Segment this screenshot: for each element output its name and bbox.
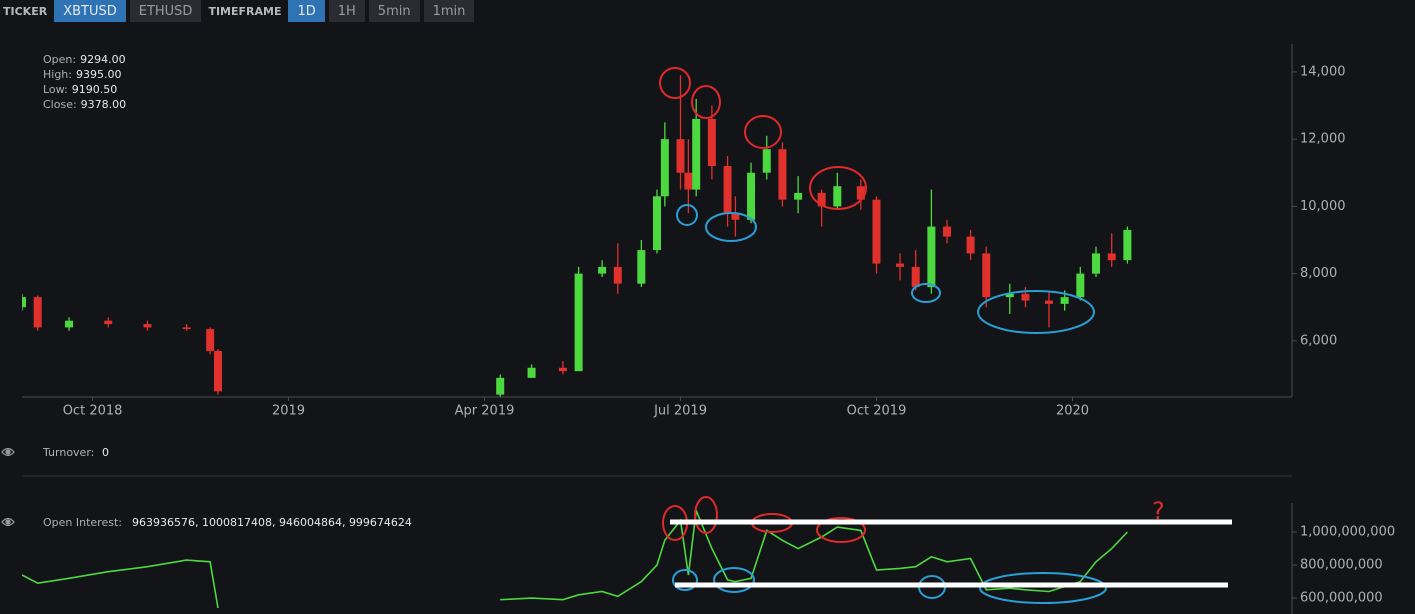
candle-body <box>676 139 685 173</box>
candle-body <box>527 367 536 378</box>
candle-body <box>747 172 756 220</box>
candle-body <box>684 172 693 190</box>
candle-body <box>1107 253 1116 261</box>
candle-body <box>598 266 607 274</box>
y-tick-label: 1,000,000,000 <box>1300 525 1395 540</box>
candle-body <box>872 199 881 264</box>
candle-body <box>1076 273 1085 298</box>
ticker-button[interactable]: ETHUSD <box>129 0 202 22</box>
ohlc-label: Close: <box>43 98 77 111</box>
y-tick-label: 6,000 <box>1300 333 1337 348</box>
timeframe-button[interactable]: 1min <box>423 0 475 22</box>
candle-body <box>943 226 952 237</box>
candle-body <box>213 350 222 392</box>
y-tick-label: 10,000 <box>1300 199 1346 214</box>
y-tick-label: 12,000 <box>1300 132 1346 147</box>
candle-body <box>731 213 740 220</box>
candle-body <box>496 377 505 395</box>
drawn-annotations <box>659 67 1232 604</box>
candle-body <box>104 320 113 325</box>
ohlc-legend: Open: 9294.00 High: 9395.00 Low: 9190.50 Close… <box>43 53 126 111</box>
ohlc-value: 9190.50 <box>72 83 118 96</box>
oi-values: 963936576, 1000817408, 946004864, 999674… <box>132 516 412 529</box>
candle-body <box>1044 300 1053 304</box>
y-tick-label: 800,000,000 <box>1300 558 1383 573</box>
x-tick-label: Apr 2019 <box>455 404 515 419</box>
candle-body <box>856 186 865 200</box>
eye-icon[interactable] <box>1 447 15 457</box>
candle-body <box>817 192 826 207</box>
candle-body <box>143 324 152 328</box>
x-tick-label: 2020 <box>1056 404 1089 419</box>
y-tick-label: 8,000 <box>1300 266 1337 281</box>
candle-body <box>65 320 74 328</box>
ticker-button[interactable]: XBTUSD <box>54 0 126 22</box>
x-tick-label: Jul 2019 <box>653 404 707 419</box>
ohlc-item: Close: 9378.00 <box>43 98 126 111</box>
candle-body <box>982 253 991 298</box>
oi-legend: Open Interest: 963936576, 1000817408, 94… <box>43 516 412 529</box>
candle-body <box>574 273 583 372</box>
annotation: ? <box>1152 497 1165 525</box>
candle-body <box>778 149 787 200</box>
candle-body <box>911 266 920 288</box>
timeframe-button[interactable]: 1H <box>328 0 365 22</box>
ohlc-value: 9294.00 <box>80 53 126 66</box>
turnover-label: Turnover: <box>42 446 94 459</box>
candle-body <box>1092 253 1101 274</box>
x-tick-label: Oct 2019 <box>847 404 907 419</box>
ticker-label: TICKER <box>3 4 48 18</box>
open-interest-plot <box>22 507 1128 609</box>
oi-label: Open Interest: <box>43 516 122 529</box>
timeframe-button[interactable]: 5min <box>368 0 420 22</box>
candle-body <box>1005 293 1014 298</box>
candle-body <box>1123 229 1132 261</box>
candle-body <box>206 329 215 351</box>
candle-body <box>692 118 701 190</box>
candle-body <box>1060 297 1069 304</box>
candle-body <box>660 139 669 197</box>
ohlc-value: 9395.00 <box>76 68 122 81</box>
ohlc-item: Low: 9190.50 <box>43 83 117 96</box>
candle-body <box>558 367 567 372</box>
candle-body <box>762 149 771 173</box>
ohlc-item: Open: 9294.00 <box>43 53 126 66</box>
ohlc-item: High: 9395.00 <box>43 68 122 81</box>
timeframe-label: TIMEFRAME <box>208 4 282 18</box>
toolbar: TICKER XBTUSD ETHUSD TIMEFRAME 1D 1H 5min 1min <box>0 0 475 22</box>
ohlc-label: High: <box>43 68 72 81</box>
candle-body <box>653 196 661 251</box>
candle-body <box>927 226 936 288</box>
candle-body <box>896 263 905 267</box>
turnover-legend: Turnover: 0 <box>42 446 109 459</box>
candle-body <box>833 186 842 207</box>
candle-body <box>794 192 803 200</box>
oi-line <box>22 507 1128 609</box>
ohlc-value: 9378.00 <box>81 98 127 111</box>
ohlc-label: Low: <box>43 83 68 96</box>
candle-body <box>613 266 622 284</box>
candle-body <box>966 236 975 254</box>
candle-body <box>707 118 716 167</box>
turnover-value: 0 <box>102 446 109 459</box>
candle-body <box>22 297 26 308</box>
price-plot <box>22 75 1132 397</box>
y-tick-label: 14,000 <box>1300 64 1346 79</box>
candle-body <box>1021 293 1030 301</box>
candle-body <box>723 166 732 214</box>
candle-body <box>33 297 42 328</box>
candle-body <box>637 250 646 284</box>
x-tick-label: 2019 <box>272 404 305 419</box>
x-tick-label: Oct 2018 <box>63 404 123 419</box>
timeframe-button[interactable]: 1D <box>288 0 325 22</box>
candle-body <box>182 327 191 330</box>
eye-icon[interactable] <box>1 517 15 527</box>
ohlc-label: Open: <box>43 53 76 66</box>
y-tick-label: 600,000,000 <box>1300 591 1383 606</box>
